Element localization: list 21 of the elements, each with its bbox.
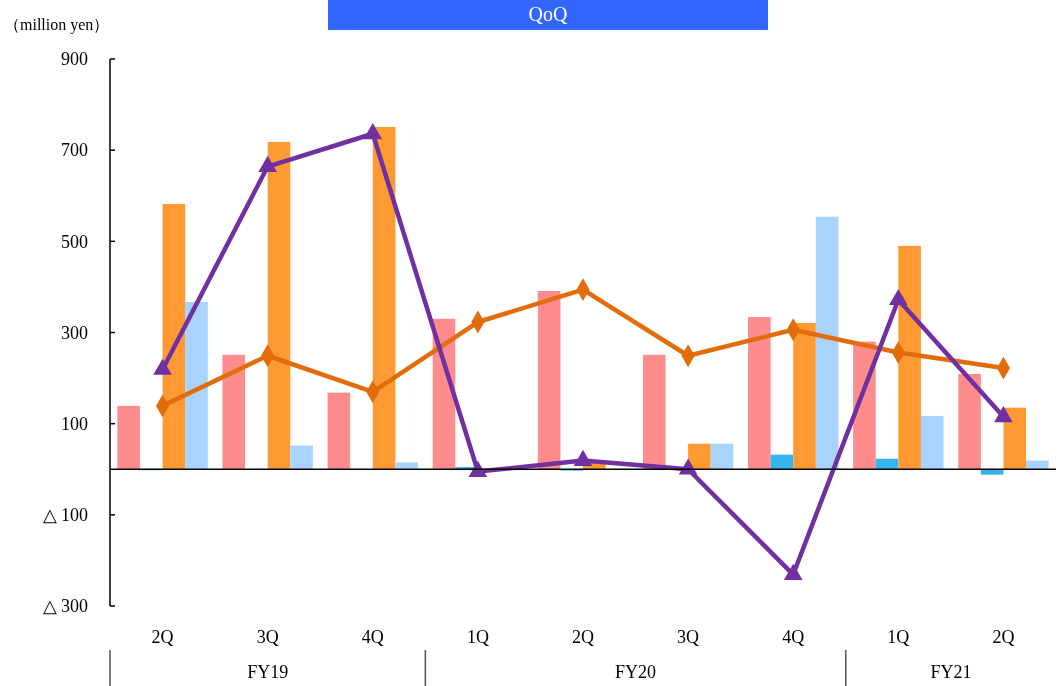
- text: FY20: [615, 662, 657, 682]
- x-tick-label: 1Q: [466, 627, 489, 647]
- chart-title: QoQ: [528, 3, 568, 25]
- text: FY19: [247, 662, 289, 682]
- x-tick-label: 2Q: [992, 627, 1015, 647]
- y-tick-label: △ 300: [42, 596, 88, 617]
- text: FY21: [930, 662, 972, 682]
- y-tick-label: 900: [61, 49, 88, 70]
- x-tick-label: 2Q: [151, 627, 174, 647]
- x-tick-label: 3Q: [256, 627, 279, 647]
- y-tick-label: 700: [61, 140, 88, 161]
- y-tick-label: 500: [61, 231, 88, 252]
- y-tick-label: 100: [61, 413, 88, 434]
- x-tick-label: 1Q: [887, 627, 910, 647]
- x-tick-label: 4Q: [361, 627, 384, 647]
- y-axis-title: （million yen）: [4, 16, 110, 34]
- x-tick-label: 4Q: [782, 627, 805, 647]
- y-tick-label: △ 100: [42, 505, 88, 526]
- x-tick-label: 2Q: [572, 627, 594, 647]
- x-tick-label: 3Q: [677, 627, 700, 647]
- y-tick-label: 300: [61, 322, 88, 343]
